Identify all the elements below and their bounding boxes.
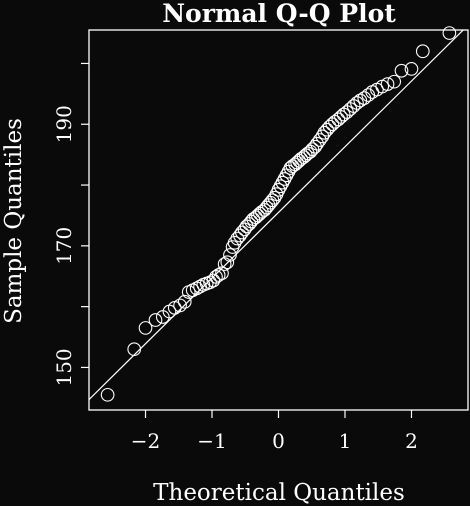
data-point xyxy=(350,96,364,110)
data-point xyxy=(173,298,187,313)
data-point xyxy=(220,255,235,270)
data-point xyxy=(215,266,229,281)
y-axis-label: Sample Quantiles xyxy=(1,118,27,324)
data-point xyxy=(320,122,334,137)
data-point xyxy=(380,77,395,91)
data-point xyxy=(394,63,409,78)
data-point xyxy=(148,313,163,327)
y-tick-label: 170 xyxy=(52,227,76,265)
data-point xyxy=(353,93,368,108)
data-point xyxy=(322,119,337,134)
data-point xyxy=(206,273,221,288)
data-point xyxy=(138,321,153,335)
chart-title: Normal Q-Q Plot xyxy=(162,0,396,28)
data-point xyxy=(387,74,402,89)
data-point xyxy=(331,112,346,127)
y-tick-label: 150 xyxy=(52,348,76,386)
data-point xyxy=(305,142,320,157)
data-point xyxy=(211,268,226,282)
y-tick-label: 190 xyxy=(52,105,76,143)
data-point xyxy=(273,179,288,194)
data-point xyxy=(415,44,430,59)
data-point xyxy=(100,387,115,402)
data-point xyxy=(308,139,322,154)
x-tick-label: −1 xyxy=(197,429,226,453)
data-point xyxy=(275,175,290,190)
reference-line xyxy=(89,30,465,400)
data-point xyxy=(312,133,327,147)
x-tick-label: 2 xyxy=(405,429,418,453)
x-axis-label: Theoretical Quantiles xyxy=(153,480,405,506)
data-point xyxy=(315,129,330,144)
data-point xyxy=(404,62,419,76)
data-point xyxy=(193,279,207,294)
data-point xyxy=(267,190,282,205)
data-point xyxy=(177,294,192,309)
data-point xyxy=(127,342,142,357)
x-tick-label: −2 xyxy=(131,429,160,453)
data-point xyxy=(227,235,242,250)
x-tick-label: 0 xyxy=(272,429,285,453)
plot-area: −2 −1 0 1 2 150 170 190 xyxy=(52,26,469,453)
data-point xyxy=(310,136,324,151)
data-point xyxy=(271,183,286,197)
data-point xyxy=(442,26,457,40)
x-tick-label: 1 xyxy=(339,429,352,453)
data-point xyxy=(277,172,292,186)
data-point xyxy=(223,248,237,262)
